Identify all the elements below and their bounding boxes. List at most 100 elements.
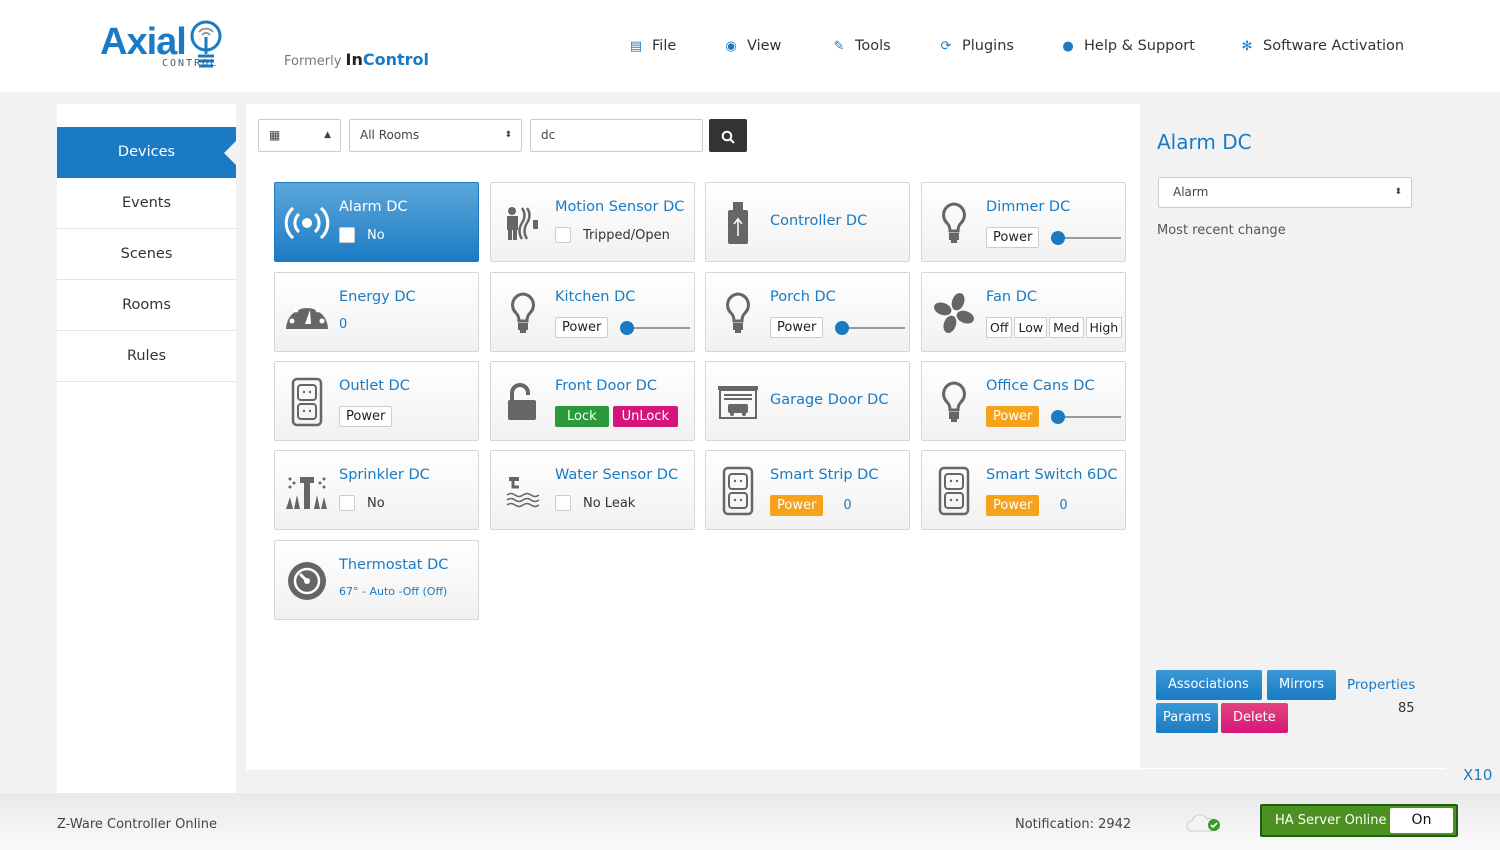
menu-help-support[interactable]: ● Help & Support [1060, 38, 1195, 54]
device-card-office-cans-dc[interactable]: Office Cans DC Power [921, 361, 1126, 441]
menu-plugins[interactable]: ⟳ Plugins [938, 38, 1014, 54]
logo[interactable]: Axial CONTROL [100, 20, 224, 72]
thermostat-icon [283, 557, 331, 605]
properties-link[interactable]: Properties [1347, 677, 1416, 693]
device-card-kitchen-dc[interactable]: Kitchen DC Power [490, 272, 695, 352]
slider-track [839, 326, 906, 329]
dimmer-slider[interactable] [1051, 230, 1122, 246]
device-card-fan-dc[interactable]: Fan DC Off Low Med High [921, 272, 1126, 352]
status-label: No [367, 495, 385, 511]
associations-button[interactable]: Associations [1156, 670, 1262, 700]
power-button[interactable]: Power [986, 406, 1040, 427]
delete-button[interactable]: Delete [1221, 703, 1288, 733]
status-checkbox[interactable] [555, 227, 571, 243]
device-name: Garage Door DC [770, 392, 889, 408]
slider-track [624, 326, 691, 329]
device-card-motion-sensor-dc[interactable]: Motion Sensor DC Tripped/Open [490, 182, 695, 262]
search-input[interactable]: dc [530, 119, 703, 152]
status-checkbox[interactable] [555, 495, 571, 511]
device-card-smart-strip-dc[interactable]: Smart Strip DC Power 0 [705, 450, 910, 530]
room-select[interactable]: All Rooms ⬍ [349, 119, 522, 152]
ha-toggle[interactable]: On [1390, 808, 1453, 833]
device-card-outlet-dc[interactable]: Outlet DC Power [274, 361, 479, 441]
menu-view[interactable]: ◉ View [723, 38, 781, 54]
menu-file[interactable]: ▤ File [628, 38, 676, 54]
lock-button[interactable]: Lock [555, 406, 609, 427]
power-button[interactable]: Power [770, 495, 824, 516]
fan-speed-high[interactable]: High [1085, 317, 1123, 338]
sidebar-item-devices[interactable]: Devices [57, 127, 237, 178]
usb-controller-icon [714, 199, 762, 247]
power-button[interactable]: Power [339, 406, 393, 427]
mirrors-button[interactable]: Mirrors [1267, 670, 1337, 700]
search-button[interactable] [709, 119, 747, 152]
fan-speed-off[interactable]: Off [986, 317, 1013, 338]
dimmer-slider[interactable] [835, 320, 906, 336]
device-card-front-door-dc[interactable]: Front Door DC Lock UnLock [490, 361, 695, 441]
power-button[interactable]: Power [555, 317, 609, 338]
slider-handle[interactable] [1051, 409, 1066, 424]
header: Axial CONTROL Formerly InControl ▤ File ◉ V… [0, 0, 1500, 92]
sidebar: Devices Events Scenes Rooms Rules [57, 104, 237, 794]
sidebar-item-rooms[interactable]: Rooms [57, 280, 236, 331]
x10-link[interactable]: X10 [1463, 766, 1493, 784]
device-card-porch-dc[interactable]: Porch DC Power [705, 272, 910, 352]
dimmer-slider[interactable] [620, 320, 691, 336]
device-name: Motion Sensor DC [555, 199, 685, 215]
power-button[interactable]: Power [986, 227, 1040, 248]
menu-software-activation[interactable]: ✻ Software Activation [1239, 38, 1405, 54]
view-select-value: ▦ [269, 128, 281, 142]
params-button[interactable]: Params [1156, 703, 1218, 733]
device-type-value: Alarm [1173, 185, 1209, 199]
slider-handle[interactable] [1051, 230, 1066, 245]
logo-subtext: CONTROL [162, 58, 219, 69]
cloud-online-icon [1186, 814, 1220, 832]
ha-server-status: HA Server Online On [1260, 804, 1458, 837]
device-card-water-sensor-dc[interactable]: Water Sensor DC No Leak [490, 450, 695, 530]
bulb-icon [714, 289, 762, 337]
device-card-smart-switch-6dc[interactable]: Smart Switch 6DC Power 0 [921, 450, 1126, 530]
garage-icon [714, 378, 762, 426]
device-card-energy-dc[interactable]: Energy DC 0 [274, 272, 479, 352]
gauge-icon [283, 289, 331, 337]
device-controls: Off Low Med High [986, 317, 1123, 338]
slider-handle[interactable] [835, 320, 850, 335]
motion-sensor-icon [499, 199, 547, 247]
sidebar-item-rules[interactable]: Rules [57, 331, 236, 382]
view-select[interactable]: ▦ ▲ [258, 119, 341, 152]
device-card-sprinkler-dc[interactable]: Sprinkler DC No [274, 450, 479, 530]
device-controls: Power [339, 406, 393, 427]
formerly-text: Formerly InControl [284, 50, 429, 69]
slider-track [1055, 236, 1122, 239]
status-checkbox[interactable] [339, 495, 355, 511]
device-card-alarm-dc[interactable]: Alarm DC No [274, 182, 479, 262]
fan-speed-med[interactable]: Med [1049, 317, 1084, 338]
formerly-label: Formerly [284, 54, 342, 69]
status-checkbox[interactable] [339, 227, 355, 243]
device-controls: No [339, 495, 385, 511]
sidebar-item-scenes[interactable]: Scenes [57, 229, 236, 280]
device-card-thermostat-dc[interactable]: Thermostat DC 67° - Auto -Off (Off) [274, 540, 479, 620]
bulb-icon [499, 289, 547, 337]
slider-handle[interactable] [620, 320, 635, 335]
menu-tools[interactable]: ✎ Tools [831, 38, 891, 54]
notification-count[interactable]: Notification: 2942 [1015, 817, 1132, 832]
unlock-button[interactable]: UnLock [612, 406, 679, 427]
select-arrows-icon: ⬍ [1394, 187, 1402, 197]
fan-speed-low[interactable]: Low [1014, 317, 1048, 338]
menu-label: Software Activation [1263, 38, 1405, 54]
outlet-icon [283, 377, 331, 427]
sidebar-item-events[interactable]: Events [57, 178, 236, 229]
device-card-garage-door-dc[interactable]: Garage Door DC [705, 361, 910, 441]
select-arrows-icon: ⬍ [504, 130, 512, 140]
device-card-dimmer-dc[interactable]: Dimmer DC Power [921, 182, 1126, 262]
brand-b: Control [362, 50, 430, 69]
device-controls: No [339, 227, 385, 243]
status-label: No [367, 227, 385, 243]
device-controls: Power 0 [986, 495, 1068, 516]
power-button[interactable]: Power [986, 495, 1040, 516]
device-type-select[interactable]: Alarm ⬍ [1158, 177, 1412, 208]
power-button[interactable]: Power [770, 317, 824, 338]
device-card-controller-dc[interactable]: Controller DC [705, 182, 910, 262]
dimmer-slider[interactable] [1051, 409, 1122, 425]
